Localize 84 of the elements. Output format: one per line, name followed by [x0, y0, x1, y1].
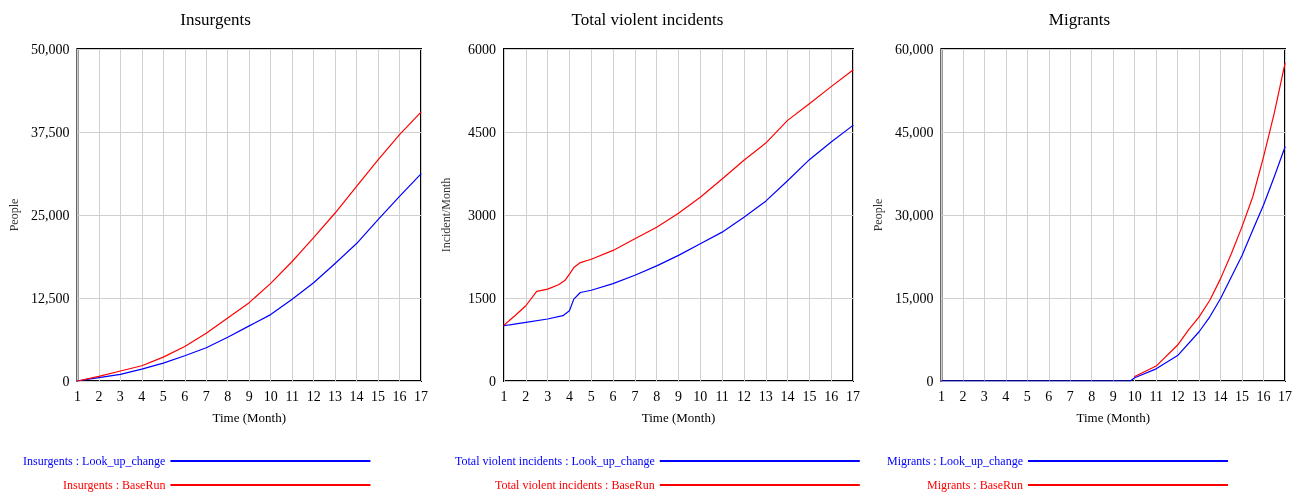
chart-title: Total violent incidents: [571, 10, 724, 29]
text: Insurgents : BaseRun: [62, 478, 166, 492]
x-tick-label: 6: [181, 388, 189, 404]
chart-title: Migrants: [1048, 10, 1111, 29]
x-tick-label: 16: [824, 388, 839, 404]
x-tick-label: 4: [138, 388, 146, 404]
x-axis-title: Time (Month): [641, 410, 716, 425]
y-tick-label: 3000: [468, 207, 496, 223]
x-tick-label: 5: [159, 388, 167, 404]
x-tick-label: 3: [116, 388, 124, 404]
y-axis-title: People: [871, 198, 885, 232]
y-tick-label: 15,000: [894, 290, 934, 306]
x-axis-title: Time (Month): [1076, 410, 1150, 425]
text: Total violent incidents : Look_up_change: [455, 454, 655, 468]
x-tick-label: 2: [95, 388, 103, 404]
x-tick-label: 9: [675, 388, 682, 404]
x-tick-label: 1: [73, 388, 81, 404]
x-tick-label: 9: [1109, 388, 1117, 404]
y-tick-label: 0: [926, 373, 934, 389]
x-tick-label: 14: [780, 388, 795, 404]
y-tick-label: 4500: [468, 124, 496, 140]
x-tick-label: 13: [758, 388, 773, 404]
x-tick-label: 14: [349, 388, 364, 404]
x-tick-label: 6: [1045, 388, 1053, 404]
y-tick-label: 50,000: [30, 41, 70, 57]
x-tick-label: 2: [959, 388, 967, 404]
x-tick-label: 9: [245, 388, 253, 404]
x-tick-label: 12: [1170, 388, 1185, 404]
x-tick-label: 15: [802, 388, 817, 404]
x-tick-label: 17: [846, 388, 860, 404]
x-tick-label: 1: [937, 388, 945, 404]
x-axis-title: Time (Month): [212, 410, 286, 425]
x-tick-label: 13: [1192, 388, 1207, 404]
x-tick-label: 13: [328, 388, 343, 404]
x-tick-label: 15: [1235, 388, 1250, 404]
x-tick-label: 6: [609, 388, 617, 404]
x-tick-label: 16: [392, 388, 407, 404]
x-tick-label: 8: [224, 388, 232, 404]
y-tick-label: 0: [62, 373, 70, 389]
x-tick-label: 10: [1127, 388, 1142, 404]
y-axis-title: People: [7, 198, 21, 232]
x-tick-label: 1: [500, 388, 508, 404]
line-series: [503, 69, 854, 326]
y-tick-label: 0: [489, 373, 496, 389]
text: Migrants : BaseRun: [926, 478, 1023, 492]
y-tick-label: 30,000: [894, 207, 934, 223]
x-tick-label: 5: [1023, 388, 1031, 404]
x-tick-label: 2: [522, 388, 530, 404]
line-series: [1134, 62, 1286, 378]
text: Total violent incidents : BaseRun: [494, 478, 655, 492]
x-tick-label: 11: [285, 388, 299, 404]
y-axis-title: Incident/Month: [439, 177, 453, 253]
x-tick-label: 15: [371, 388, 386, 404]
x-tick-label: 12: [306, 388, 321, 404]
x-tick-label: 11: [1149, 388, 1163, 404]
x-tick-label: 14: [1213, 388, 1228, 404]
y-tick-label: 12,500: [30, 290, 70, 306]
x-tick-label: 5: [587, 388, 595, 404]
line-series: [503, 124, 854, 327]
x-tick-label: 17: [414, 388, 428, 404]
x-tick-label: 8: [653, 388, 661, 404]
x-tick-label: 10: [693, 388, 708, 404]
x-tick-label: 12: [736, 388, 751, 404]
x-tick-label: 11: [715, 388, 729, 404]
x-tick-label: 3: [980, 388, 988, 404]
y-tick-label: 37,500: [30, 124, 70, 140]
x-tick-label: 7: [202, 388, 210, 404]
x-tick-label: 8: [1088, 388, 1096, 404]
y-tick-label: 45,000: [894, 124, 934, 140]
x-tick-label: 10: [263, 388, 278, 404]
x-tick-label: 4: [565, 388, 573, 404]
x-tick-label: 17: [1278, 388, 1292, 404]
text: Insurgents : Look_up_change: [23, 454, 166, 468]
chart-title: Insurgents: [180, 10, 251, 29]
x-tick-label: 7: [1066, 388, 1074, 404]
y-tick-label: 60,000: [894, 41, 934, 57]
y-tick-label: 1500: [468, 290, 496, 306]
y-tick-label: 25,000: [30, 207, 70, 223]
x-tick-label: 4: [1002, 388, 1010, 404]
x-tick-label: 7: [631, 388, 639, 404]
text: Migrants : Look_up_change: [886, 454, 1023, 468]
x-tick-label: 16: [1256, 388, 1271, 404]
y-tick-label: 6000: [468, 41, 496, 57]
x-tick-label: 3: [544, 388, 552, 404]
